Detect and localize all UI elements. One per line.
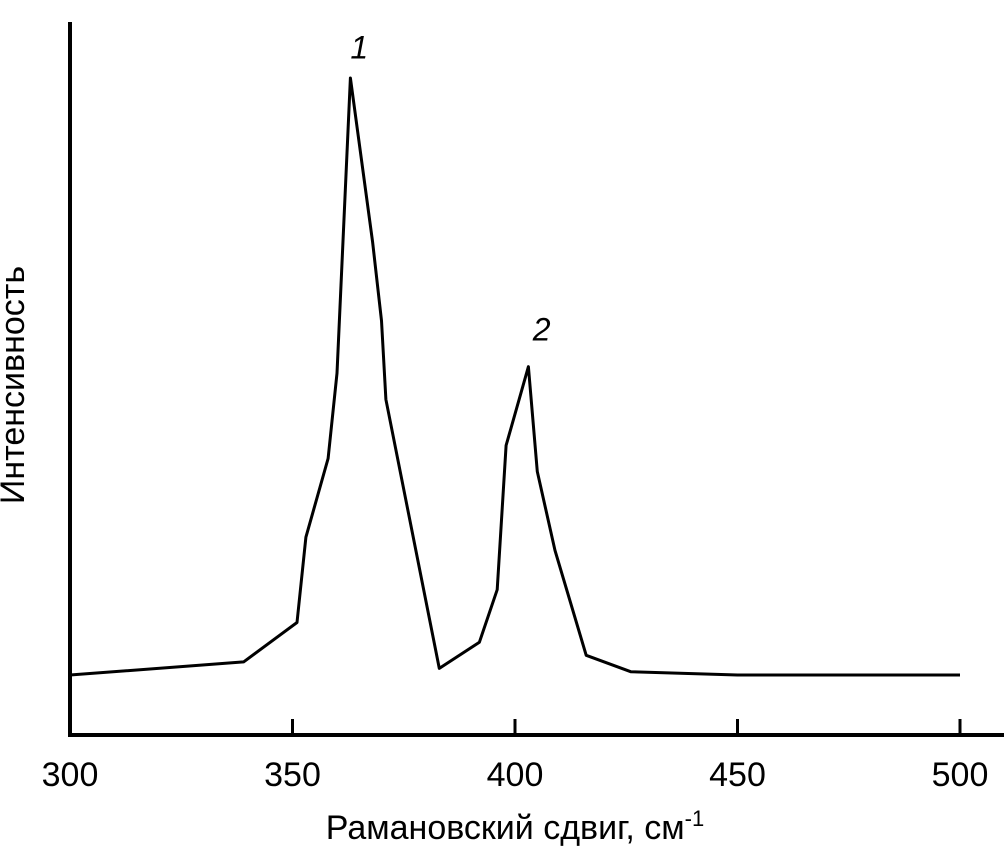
x-axis-title-text: Рамановский сдвиг, см xyxy=(326,809,685,847)
peak-label-1: 1 xyxy=(350,29,368,65)
x-tick-label-450: 450 xyxy=(709,756,766,794)
peak-annotations: 12 xyxy=(350,29,550,347)
data-series xyxy=(69,76,960,677)
y-axis-title: Интенсивность xyxy=(0,266,32,504)
spectrum-line-1 xyxy=(69,76,960,677)
chart-axes xyxy=(68,22,1004,737)
x-tick-label-500: 500 xyxy=(932,756,989,794)
x-tick-labels: 300 350 400 450 500 xyxy=(42,756,989,794)
x-tick-marks xyxy=(68,719,962,735)
x-tick-label-300: 300 xyxy=(42,756,99,794)
x-axis-title: Рамановский сдвиг, см-1 xyxy=(326,806,704,847)
x-tick-label-400: 400 xyxy=(487,756,544,794)
peak-label-2: 2 xyxy=(532,311,551,347)
x-axis-title-superscript: -1 xyxy=(685,806,705,831)
x-tick-label-350: 350 xyxy=(264,756,321,794)
